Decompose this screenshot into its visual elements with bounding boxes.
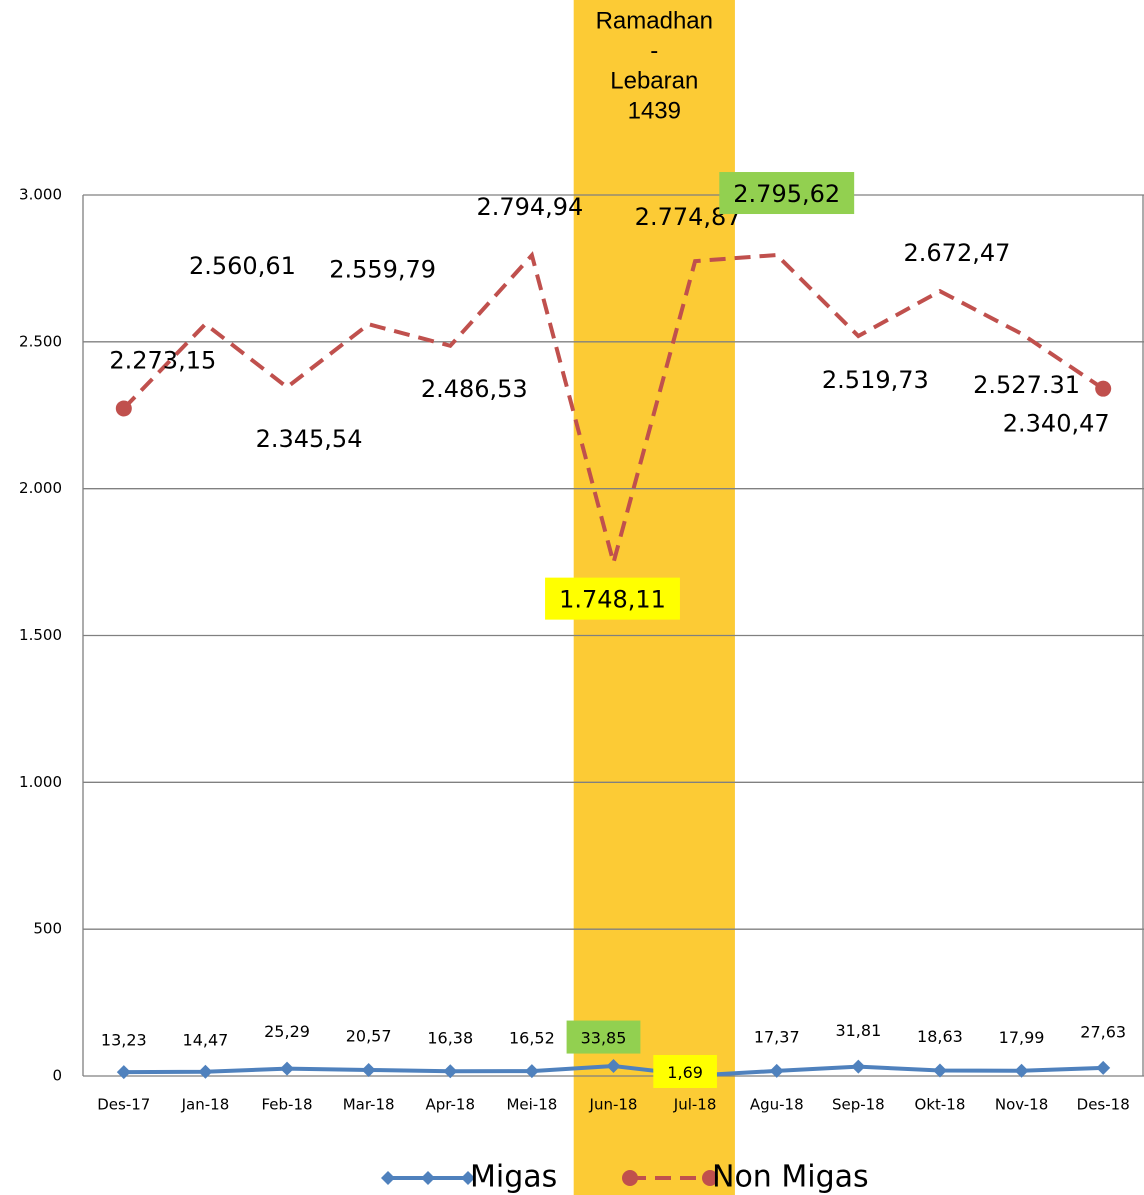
- marker: [198, 1064, 213, 1079]
- marker: [280, 1061, 295, 1076]
- data-label: 25,29: [264, 1022, 310, 1041]
- marker: [1014, 1063, 1029, 1078]
- marker: [116, 1065, 131, 1080]
- legend-marker: [461, 1171, 475, 1185]
- data-label: 2.340,47: [1003, 410, 1110, 438]
- annotation: -: [650, 37, 658, 64]
- series-line: [122, 251, 1105, 571]
- data-label: 2.527.31: [973, 371, 1080, 399]
- data-label: 2.273,15: [109, 346, 216, 374]
- data-label: 1,69: [667, 1063, 703, 1082]
- legend-marker: [421, 1171, 435, 1185]
- data-label-box: [719, 172, 855, 215]
- legend-marker: [702, 1170, 718, 1186]
- data-label: 17,37: [754, 1027, 800, 1046]
- marker: [769, 1063, 784, 1078]
- legend-label: Non Migas: [712, 1160, 869, 1195]
- y-tick-label: 2.000: [19, 479, 62, 497]
- x-tick-label: Des-17: [97, 1096, 150, 1114]
- legend-label: Migas: [470, 1160, 557, 1195]
- data-label: 2.560,61: [189, 252, 296, 280]
- marker: [115, 400, 132, 417]
- x-tick-label: Apr-18: [426, 1096, 476, 1114]
- data-label: 17,99: [999, 1028, 1045, 1047]
- data-label: 2.795,62: [733, 180, 840, 208]
- data-label-box: [566, 1020, 641, 1054]
- data-label: 2.559,79: [329, 255, 436, 283]
- x-tick-label: Agu-18: [750, 1096, 804, 1114]
- marker: [443, 1064, 458, 1079]
- marker: [606, 1059, 621, 1074]
- data-label: 16,52: [509, 1029, 555, 1048]
- marker: [361, 1062, 376, 1077]
- y-tick-label: 2.500: [19, 332, 62, 350]
- marker: [851, 1059, 866, 1074]
- x-tick-label: Mei-18: [506, 1096, 557, 1114]
- y-tick-label: 3.000: [19, 186, 62, 204]
- marker: [1095, 380, 1112, 397]
- data-label: 2.794,94: [476, 193, 583, 221]
- annotation: 1439: [628, 97, 681, 124]
- data-label-box: [653, 1055, 717, 1089]
- data-label: 1.748,11: [559, 586, 666, 614]
- x-tick-label: Des-18: [1077, 1096, 1130, 1114]
- data-label: 2.486,53: [421, 375, 528, 403]
- data-label: 31,81: [835, 1021, 881, 1040]
- x-tick-label: Jan-18: [181, 1096, 230, 1114]
- data-label: 2.672,47: [904, 239, 1011, 267]
- data-label: 2.345,54: [256, 425, 363, 453]
- data-label: 13,23: [101, 1031, 147, 1050]
- marker: [524, 1064, 539, 1079]
- x-tick-label: Mar-18: [343, 1096, 395, 1114]
- data-label: 18,63: [917, 1027, 963, 1046]
- y-tick-label: 0: [52, 1067, 62, 1085]
- x-tick-label: Sep-18: [832, 1096, 885, 1114]
- data-label: 20,57: [346, 1026, 392, 1045]
- marker: [932, 1063, 947, 1078]
- x-tick-label: Jun-18: [589, 1096, 638, 1114]
- data-label: 14,47: [183, 1030, 229, 1049]
- x-tick-label: Jul-18: [673, 1096, 717, 1114]
- data-label: 2.519,73: [822, 366, 929, 394]
- data-label: 27,63: [1080, 1022, 1126, 1041]
- x-tick-label: Okt-18: [915, 1096, 966, 1114]
- annotation: Ramadhan: [596, 7, 713, 34]
- y-tick-label: 500: [33, 920, 62, 938]
- legend-marker: [622, 1170, 638, 1186]
- legend-marker: [381, 1171, 395, 1185]
- data-label-box: [545, 577, 680, 620]
- marker: [1096, 1060, 1111, 1075]
- y-tick-label: 1.000: [19, 773, 62, 791]
- annotation: Lebaran: [610, 67, 698, 94]
- x-tick-label: Feb-18: [262, 1096, 313, 1114]
- x-tick-label: Nov-18: [995, 1096, 1048, 1114]
- data-label: 33,85: [581, 1029, 627, 1048]
- y-tick-label: 1.500: [19, 626, 62, 644]
- data-label: 16,38: [427, 1029, 473, 1048]
